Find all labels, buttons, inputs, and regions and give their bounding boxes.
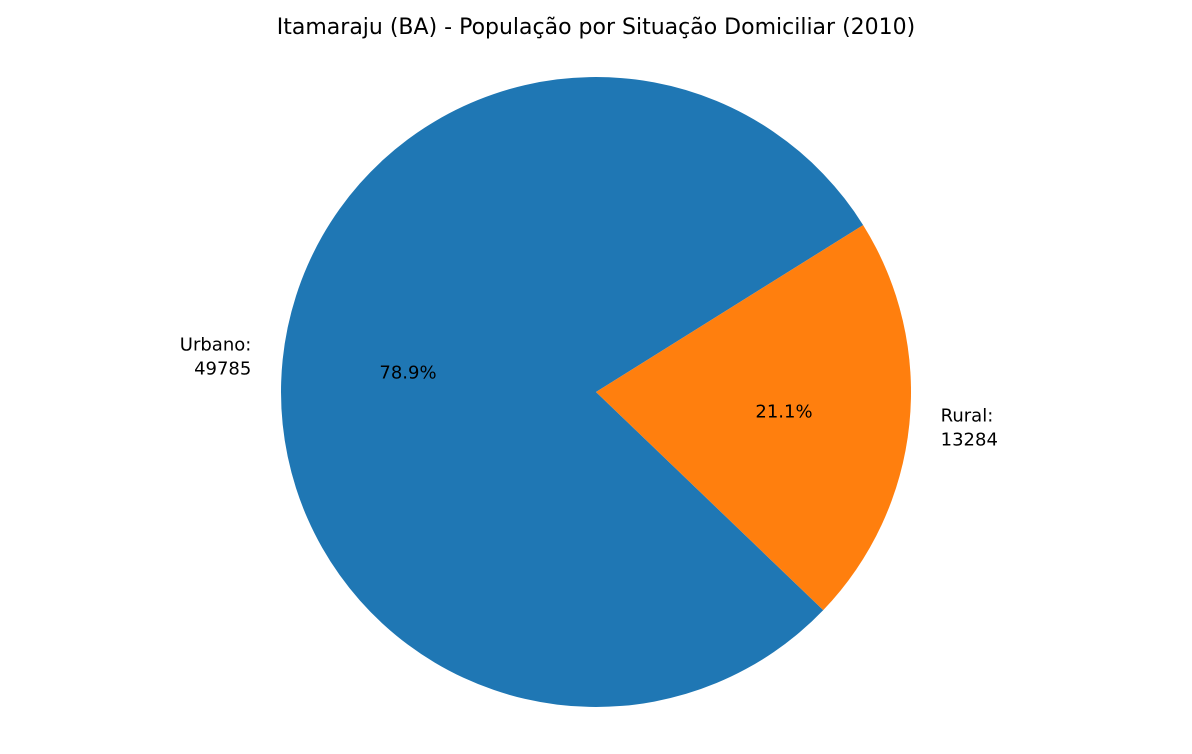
slice-label-1: Rural: 13284 bbox=[941, 406, 998, 451]
slice-percent-label-1: 21.1% bbox=[755, 401, 812, 422]
pie-labels: 78.9% Urbano: 49785 21.1% Rural: 13284 bbox=[180, 334, 998, 450]
chart-title: Itamaraju (BA) - População por Situação … bbox=[277, 15, 915, 40]
slice-name-1: Rural: bbox=[941, 406, 994, 427]
pie-slices bbox=[281, 77, 911, 708]
slice-name-0: Urbano: bbox=[180, 334, 252, 355]
pie-slice-1 bbox=[596, 225, 911, 611]
slice-value-1: 13284 bbox=[941, 430, 998, 451]
slice-percent-label-0: 78.9% bbox=[379, 363, 436, 384]
slice-label-0: Urbano: 49785 bbox=[180, 334, 252, 379]
slice-value-0: 49785 bbox=[194, 358, 251, 379]
pie-slice-0 bbox=[281, 77, 864, 708]
